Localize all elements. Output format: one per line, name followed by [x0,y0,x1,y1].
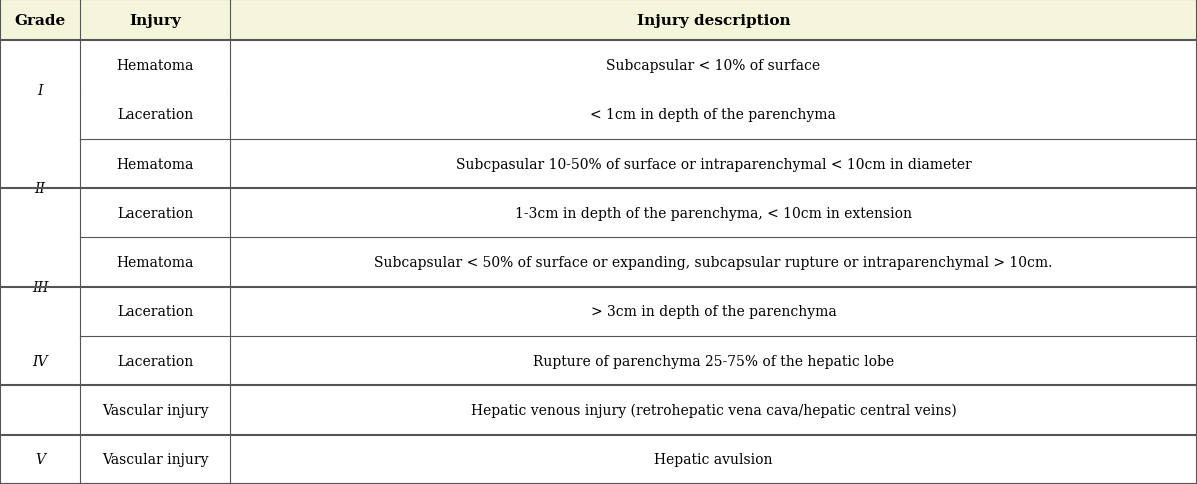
Text: IV: IV [32,354,48,368]
Text: II: II [35,182,45,196]
Text: Hematoma: Hematoma [116,256,194,270]
Text: V: V [35,453,45,467]
Text: Subcapsular < 50% of surface or expanding, subcapsular rupture or intraparenchym: Subcapsular < 50% of surface or expandin… [375,256,1052,270]
Text: 1-3cm in depth of the parenchyma, < 10cm in extension: 1-3cm in depth of the parenchyma, < 10cm… [515,206,912,220]
Bar [0,435,1197,484]
Text: Injury description: Injury description [637,14,790,28]
Bar [0,41,1197,91]
Text: Laceration: Laceration [117,305,193,319]
Text: Injury: Injury [129,14,181,28]
Text: Laceration: Laceration [117,354,193,368]
Bar [0,189,1197,238]
Text: < 1cm in depth of the parenchyma: < 1cm in depth of the parenchyma [590,108,837,122]
Text: Hematoma: Hematoma [116,59,194,73]
Text: III: III [32,280,48,294]
Text: Vascular injury: Vascular injury [102,403,208,417]
Text: Laceration: Laceration [117,206,193,220]
Bar [0,0,1197,41]
Bar [0,91,1197,139]
Text: Hepatic avulsion: Hepatic avulsion [655,453,772,467]
Text: Subcapsular < 10% of surface: Subcapsular < 10% of surface [607,59,820,73]
Text: Grade: Grade [14,14,66,28]
Text: > 3cm in depth of the parenchyma: > 3cm in depth of the parenchyma [590,305,837,319]
Text: Vascular injury: Vascular injury [102,453,208,467]
Bar [0,386,1197,435]
Bar [0,139,1197,189]
Text: Rupture of parenchyma 25-75% of the hepatic lobe: Rupture of parenchyma 25-75% of the hepa… [533,354,894,368]
Bar [0,336,1197,386]
Bar [0,238,1197,287]
Text: Hematoma: Hematoma [116,157,194,171]
Text: Hepatic venous injury (retrohepatic vena cava/hepatic central veins): Hepatic venous injury (retrohepatic vena… [470,403,956,417]
Text: I: I [37,83,43,97]
Text: Subcpasular 10-50% of surface or intraparenchymal < 10cm in diameter: Subcpasular 10-50% of surface or intrapa… [456,157,971,171]
Bar [0,287,1197,336]
Text: Laceration: Laceration [117,108,193,122]
